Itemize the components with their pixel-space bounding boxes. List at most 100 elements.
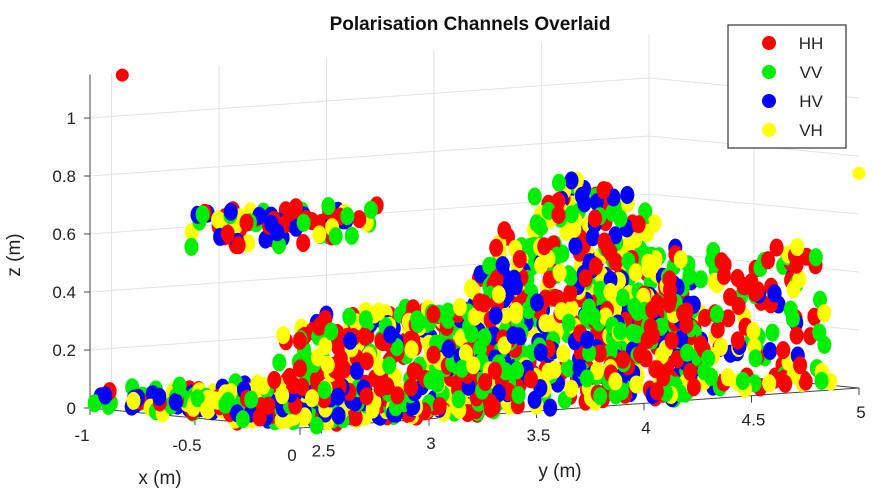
point-vv bbox=[477, 328, 492, 347]
point-vv bbox=[363, 200, 378, 219]
point-hh bbox=[698, 308, 712, 327]
point-vv bbox=[748, 349, 763, 368]
point-vv bbox=[709, 305, 724, 323]
x-tick-label: 0 bbox=[287, 446, 296, 465]
point-hh bbox=[296, 234, 311, 252]
point-vh bbox=[464, 279, 478, 298]
point-vh bbox=[786, 280, 801, 299]
point-vv bbox=[783, 300, 798, 319]
point-hh bbox=[631, 215, 646, 234]
point-hh bbox=[380, 377, 395, 396]
point-vh bbox=[126, 391, 141, 410]
point-hh bbox=[588, 209, 603, 228]
point-vv bbox=[358, 310, 373, 329]
point-vh bbox=[746, 322, 761, 340]
point-vv bbox=[410, 314, 425, 333]
point-hh bbox=[633, 345, 647, 364]
point-hh bbox=[662, 295, 677, 313]
y-tick-label: 5 bbox=[856, 403, 865, 422]
x-axis-label: x (m) bbox=[138, 468, 181, 489]
point-vh bbox=[713, 337, 728, 356]
y-tick-label: 4 bbox=[641, 418, 650, 437]
point-vv bbox=[812, 323, 827, 342]
point-vh bbox=[590, 362, 605, 380]
point-vv bbox=[627, 297, 642, 316]
point-hh bbox=[601, 240, 615, 259]
point-hh bbox=[348, 408, 363, 427]
point-vh bbox=[559, 222, 574, 241]
point-hv bbox=[330, 387, 345, 406]
legend-marker-vv bbox=[762, 65, 776, 79]
point-hh bbox=[426, 345, 441, 364]
point-hh bbox=[592, 344, 607, 363]
point-hv bbox=[506, 326, 521, 345]
point-vh bbox=[654, 346, 669, 365]
point-hh bbox=[776, 341, 791, 360]
point-hh bbox=[645, 300, 660, 319]
legend-label-hv: HV bbox=[799, 92, 823, 111]
point-hh bbox=[489, 270, 504, 288]
point-hh bbox=[512, 250, 527, 268]
point-vh bbox=[790, 238, 805, 257]
point-hh bbox=[798, 372, 813, 391]
z-tick-label: 0.4 bbox=[52, 283, 76, 302]
z-tick-label: 0.8 bbox=[52, 167, 76, 186]
point-vv bbox=[613, 322, 628, 341]
point-vv bbox=[321, 197, 336, 215]
point-hh bbox=[497, 221, 512, 240]
point-vh bbox=[371, 302, 386, 321]
point-vh bbox=[534, 256, 549, 274]
points bbox=[87, 68, 866, 435]
point-hh bbox=[537, 237, 552, 256]
point-hh bbox=[220, 224, 235, 243]
point-vv bbox=[511, 386, 526, 404]
point-hh bbox=[261, 396, 276, 415]
point-vv bbox=[244, 390, 259, 409]
point-hv bbox=[767, 284, 782, 303]
point-hh bbox=[663, 280, 677, 299]
point-hh bbox=[295, 377, 310, 396]
point-vv bbox=[808, 248, 823, 267]
y-tick-label: 2.5 bbox=[312, 441, 336, 460]
point-hv bbox=[495, 256, 510, 275]
point-vv bbox=[464, 324, 479, 343]
x-tick-label: -1 bbox=[74, 426, 89, 445]
point-hh bbox=[789, 255, 804, 274]
point-vv bbox=[195, 205, 210, 224]
point-vv bbox=[561, 313, 576, 332]
z-tick-label: 0.2 bbox=[52, 341, 76, 360]
point-hh bbox=[390, 386, 405, 405]
point-vh bbox=[762, 374, 777, 393]
point-hv bbox=[530, 293, 544, 312]
legend-marker-hh bbox=[762, 36, 776, 50]
point-hh bbox=[761, 251, 775, 270]
point-hh bbox=[489, 238, 504, 257]
point-vh bbox=[467, 307, 482, 326]
point-hh bbox=[358, 327, 372, 346]
point-vv bbox=[218, 395, 233, 414]
point-vv bbox=[814, 371, 829, 390]
point-hh bbox=[714, 252, 729, 271]
point-vv bbox=[454, 359, 469, 378]
point-vv bbox=[560, 359, 575, 377]
point-vv bbox=[87, 394, 102, 413]
point-vh bbox=[603, 283, 618, 301]
point-vv bbox=[613, 209, 628, 228]
point-vv bbox=[593, 387, 608, 406]
point-vv bbox=[342, 307, 357, 326]
legend[interactable]: HH VV HV VH bbox=[727, 24, 847, 149]
point-hv bbox=[608, 226, 623, 245]
point-hh bbox=[551, 192, 566, 211]
point-vv bbox=[328, 227, 343, 246]
point-hv bbox=[258, 230, 273, 249]
z-tick-label: 0 bbox=[67, 399, 76, 418]
point-hh bbox=[477, 294, 492, 313]
point-vh bbox=[621, 236, 636, 255]
point-hh bbox=[578, 269, 593, 288]
point-vh bbox=[466, 356, 481, 375]
point-vh bbox=[720, 368, 735, 387]
z-gridline bbox=[89, 135, 650, 177]
point-vv bbox=[765, 323, 780, 342]
point-hv bbox=[533, 343, 548, 362]
point-vv bbox=[578, 307, 593, 326]
